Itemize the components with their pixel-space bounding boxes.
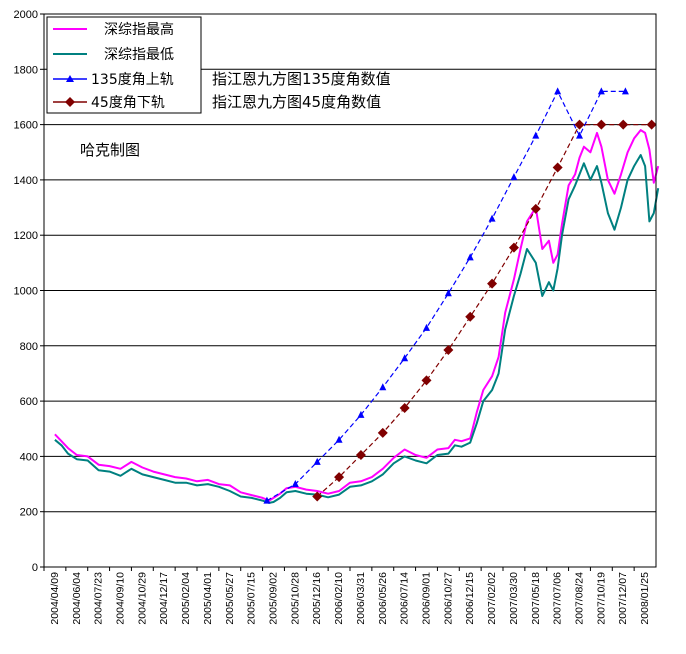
- marker-diamond: [377, 427, 388, 438]
- y-tick-label: 400: [20, 451, 38, 463]
- plot-border: [43, 13, 657, 568]
- marker-triangle: [510, 173, 518, 181]
- series-line-3: [316, 123, 652, 497]
- y-tick-label: 1000: [14, 286, 38, 298]
- x-tick-label: 2005/10/28: [289, 572, 301, 625]
- x-tick-label: 2006/07/14: [399, 572, 411, 625]
- x-tick-label: 2007/07/06: [552, 572, 564, 625]
- legend-label-low: 深综指最低: [104, 47, 174, 63]
- marker-triangle: [313, 457, 321, 465]
- marker-triangle: [576, 131, 583, 139]
- marker-triangle: [401, 354, 409, 362]
- marker-triangle: [263, 496, 271, 504]
- legend-marker-135: [66, 75, 74, 82]
- y-tick-label: 800: [20, 341, 38, 353]
- marker-triangle: [532, 131, 540, 139]
- x-tick-label: 2007/05/18: [530, 572, 542, 625]
- marker-diamond: [334, 472, 345, 483]
- marker-triangle: [335, 435, 343, 443]
- marker-triangle: [466, 253, 474, 261]
- annotation-author: 哈克制图: [80, 141, 140, 159]
- series-line-0: [54, 129, 660, 502]
- y-tick-label: 1200: [14, 230, 38, 242]
- x-tick-label: 2004/04/09: [49, 572, 61, 625]
- marker-diamond: [443, 344, 454, 355]
- x-tick-label: 2006/05/26: [377, 572, 389, 625]
- marker-diamond: [552, 162, 563, 173]
- marker-triangle: [423, 323, 430, 331]
- marker-diamond: [574, 119, 585, 130]
- series-line-2: [266, 90, 626, 502]
- x-tick-label: 2007/10/19: [595, 572, 607, 625]
- marker-triangle: [554, 87, 562, 95]
- x-tick-label: 2004/09/10: [115, 572, 127, 625]
- x-tick-label: 2005/07/15: [246, 572, 258, 625]
- y-tick-label: 1400: [14, 175, 38, 187]
- series-line-1: [54, 154, 660, 504]
- legend-box: [46, 16, 202, 114]
- marker-diamond: [508, 242, 519, 253]
- x-tick-label: 2007/02/02: [486, 572, 498, 625]
- x-tick-label: 2004/06/04: [71, 572, 83, 625]
- x-tick-label: 2007/08/24: [574, 572, 586, 625]
- y-axis: 0 200 400 600 800 1000 1200 1400 1600 1800 2000: [14, 9, 44, 574]
- marker-triangle: [379, 383, 387, 391]
- marker-diamond: [399, 403, 410, 414]
- x-tick-label: 2008/01/25: [639, 572, 651, 625]
- y-tick-label: 2000: [14, 9, 38, 21]
- marker-diamond: [487, 278, 498, 289]
- marker-diamond: [618, 119, 629, 130]
- x-tick-label: 2004/10/29: [136, 572, 148, 625]
- x-tick-label: 2005/04/01: [202, 572, 214, 625]
- x-tick-label: 2004/12/17: [158, 572, 170, 625]
- annotation-45: 指江恩九方图45度角数值: [212, 93, 381, 111]
- y-tick-label: 0: [32, 562, 38, 574]
- marker-diamond: [312, 491, 323, 502]
- legend-label-45: 45度角下轨: [91, 95, 165, 111]
- marker-diamond: [355, 450, 366, 461]
- y-tick-label: 1800: [14, 64, 38, 76]
- marker-diamond: [421, 375, 432, 386]
- x-tick-label: 2005/12/16: [311, 572, 323, 625]
- annotation-135: 指江恩九方图135度角数值: [212, 70, 391, 88]
- marker-triangle: [444, 289, 452, 297]
- legend: 深综指最高 深综指最低 135度角上轨 45度角下轨: [46, 16, 202, 114]
- marker-triangle: [291, 480, 299, 488]
- marker-triangle: [621, 87, 629, 95]
- x-tick-label: 2006/10/27: [442, 572, 454, 625]
- y-tick-label: 600: [20, 396, 38, 408]
- y-tick-label: 200: [20, 507, 38, 519]
- marker-diamond: [646, 119, 657, 130]
- marker-diamond: [530, 203, 541, 214]
- x-tick-label: 2006/12/15: [464, 572, 476, 625]
- x-tick-label: 2006/03/31: [355, 572, 367, 625]
- marker-triangle: [597, 87, 605, 95]
- series-markers: [263, 87, 657, 504]
- marker-diamond: [465, 311, 476, 322]
- x-tick-label: 2007/03/30: [508, 572, 520, 625]
- marker-triangle: [357, 410, 365, 418]
- x-tick-label: 2005/02/04: [180, 572, 192, 625]
- marker-triangle: [488, 214, 496, 222]
- x-tick-label: 2005/05/27: [224, 572, 236, 625]
- y-tick-label: 1600: [14, 120, 38, 132]
- legend-marker-45: [65, 97, 75, 107]
- x-tick-label: 2006/02/10: [333, 572, 345, 625]
- x-tick-label: 2006/09/01: [421, 572, 433, 625]
- x-axis: 2004/04/09 2004/06/04 2004/07/23 2004/09/10…: [43, 567, 651, 625]
- x-tick-label: 2004/07/23: [93, 572, 105, 625]
- legend-label-high: 深综指最高: [104, 21, 174, 38]
- series-lines: [54, 90, 660, 504]
- legend-label-135: 135度角上轨: [91, 72, 174, 88]
- x-tick-label: 2005/09/02: [268, 572, 280, 625]
- marker-diamond: [596, 119, 607, 130]
- x-tick-label: 2007/12/07: [617, 572, 629, 625]
